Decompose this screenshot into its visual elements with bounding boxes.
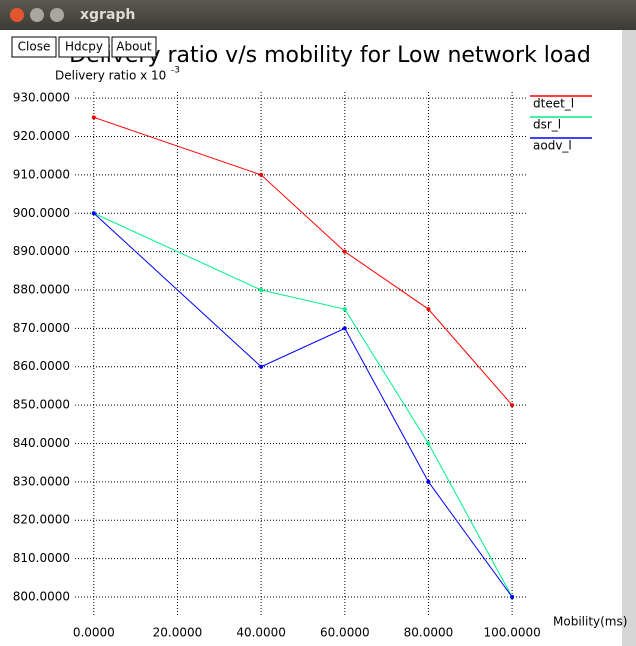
legend-label: dteet_l: [533, 97, 574, 111]
y-tick-label: 800.0000: [13, 589, 70, 603]
y-tick-label: 810.0000: [13, 551, 70, 565]
data-point: [342, 326, 347, 331]
x-tick-label: 100.0000: [483, 626, 540, 640]
data-point: [426, 479, 431, 484]
y-tick-label: 880.0000: [13, 282, 70, 296]
button-frame: [11, 36, 57, 58]
y-tick-label: 870.0000: [13, 321, 70, 335]
y-tick-label: 820.0000: [13, 513, 70, 527]
y-tick-label: 920.0000: [13, 129, 70, 143]
button-label: About: [116, 40, 152, 54]
y-tick-label: 900.0000: [13, 206, 70, 220]
x-axis-label: Mobility(ms): [553, 615, 627, 629]
data-point: [259, 287, 264, 292]
button-label: Close: [18, 40, 51, 54]
button[interactable]: Hdcpy: [58, 36, 110, 58]
button[interactable]: About: [111, 36, 157, 58]
x-tick-label: 60.0000: [320, 626, 370, 640]
data-point: [342, 307, 347, 312]
legend-label: aodv_l: [533, 139, 572, 153]
x-tick-label: 0.0000: [73, 626, 115, 640]
data-point: [510, 403, 515, 408]
data-point: [342, 249, 347, 254]
y-tick-label: 840.0000: [13, 436, 70, 450]
close-window[interactable]: [10, 8, 24, 22]
button-frame: [58, 36, 110, 58]
y-tick-label: 910.0000: [13, 167, 70, 181]
button-label: Hdcpy: [65, 40, 103, 54]
data-point: [91, 115, 96, 120]
y-tick-label: 830.0000: [13, 474, 70, 488]
data-point: [259, 364, 264, 369]
y-tick-label: 890.0000: [13, 244, 70, 258]
title-bar: [0, 0, 636, 30]
y-axis-label: Delivery ratio x 10: [55, 69, 166, 83]
x-tick-label: 40.0000: [236, 626, 286, 640]
legend-label: dsr_l: [533, 118, 561, 132]
button-frame: [111, 36, 157, 58]
y-tick-label: 860.0000: [13, 359, 70, 373]
button[interactable]: Close: [11, 36, 57, 58]
data-point: [510, 594, 515, 599]
data-point: [259, 172, 264, 177]
y-tick-label: 850.0000: [13, 398, 70, 412]
data-point: [91, 211, 96, 216]
x-tick-label: 80.0000: [404, 626, 454, 640]
x-tick-label: 20.0000: [153, 626, 203, 640]
minimize-window[interactable]: [30, 8, 44, 22]
maximize-window[interactable]: [50, 8, 64, 22]
data-point: [426, 441, 431, 446]
data-point: [426, 307, 431, 312]
y-tick-label: 930.0000: [13, 91, 70, 105]
y-axis-label-exponent: -3: [171, 66, 180, 76]
window-body: [0, 0, 622, 646]
window-title: xgraph: [80, 7, 135, 23]
